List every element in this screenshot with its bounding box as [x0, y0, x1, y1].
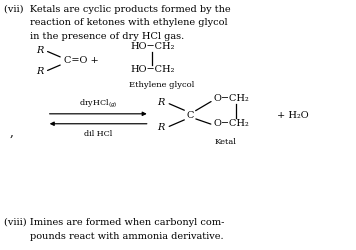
- Text: reaction of ketones with ethylene glycol: reaction of ketones with ethylene glycol: [30, 18, 227, 27]
- Text: in the presence of dry HCl gas.: in the presence of dry HCl gas.: [30, 32, 184, 41]
- Text: Ketal: Ketal: [215, 138, 237, 146]
- Text: C: C: [187, 110, 194, 120]
- Text: R: R: [157, 98, 164, 107]
- Text: Ethylene glycol: Ethylene glycol: [129, 81, 195, 89]
- Text: (vii)  Ketals are cyclic products formed by the: (vii) Ketals are cyclic products formed …: [4, 4, 231, 14]
- Text: R: R: [36, 46, 43, 55]
- Text: + H₂O: + H₂O: [277, 110, 309, 120]
- Text: O−CH₂: O−CH₂: [214, 94, 249, 103]
- Text: (viii) Imines are formed when carbonyl com-: (viii) Imines are formed when carbonyl c…: [4, 218, 225, 227]
- Text: O−CH₂: O−CH₂: [214, 118, 249, 128]
- Text: R: R: [157, 123, 164, 132]
- Text: dryHCl$_{(g)}$: dryHCl$_{(g)}$: [79, 98, 117, 110]
- Text: R: R: [36, 67, 43, 76]
- Text: HO−CH₂: HO−CH₂: [130, 64, 174, 74]
- Text: C=O +: C=O +: [64, 56, 99, 66]
- Text: HO−CH₂: HO−CH₂: [130, 42, 174, 51]
- Text: ,: ,: [10, 126, 14, 139]
- Text: pounds react with ammonia derivative.: pounds react with ammonia derivative.: [30, 232, 224, 241]
- Text: dil HCl: dil HCl: [84, 130, 112, 138]
